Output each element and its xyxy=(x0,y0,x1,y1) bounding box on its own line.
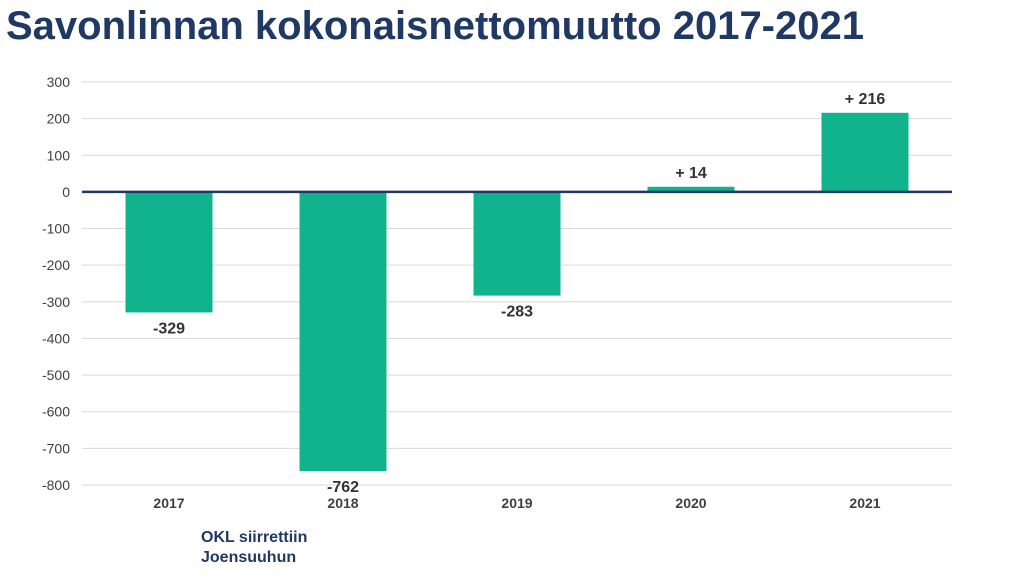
annotation-line-1: OKL siirrettiin xyxy=(201,529,308,546)
data-label: + 216 xyxy=(845,91,886,108)
x-tick-label: 2018 xyxy=(327,495,358,511)
bar xyxy=(299,191,387,472)
bar xyxy=(125,191,213,313)
annotation-note: OKL siirrettiin Joensuuhun xyxy=(201,528,307,568)
chart-title: Savonlinnan kokonaisnettomuutto 2017-202… xyxy=(6,4,864,48)
y-tick-label: -100 xyxy=(42,221,70,237)
y-tick-label: 300 xyxy=(47,74,71,90)
data-label: -762 xyxy=(327,479,359,496)
x-tick-label: 2017 xyxy=(153,495,184,511)
bar xyxy=(473,191,561,296)
bar xyxy=(647,186,735,192)
data-label: -283 xyxy=(501,304,533,321)
y-tick-label: -600 xyxy=(42,404,70,420)
data-label: -329 xyxy=(153,320,185,337)
x-tick-label: 2021 xyxy=(849,495,880,511)
y-tick-label: -300 xyxy=(42,294,70,310)
data-label: + 14 xyxy=(675,165,707,182)
y-tick-label: -200 xyxy=(42,257,70,273)
bar xyxy=(821,112,909,192)
y-tick-label: 200 xyxy=(47,111,71,127)
y-tick-label: -500 xyxy=(42,367,70,383)
x-tick-label: 2019 xyxy=(501,495,532,511)
y-tick-label: -700 xyxy=(42,440,70,456)
y-tick-label: 0 xyxy=(62,184,70,200)
y-tick-label: 100 xyxy=(47,147,71,163)
y-tick-label: -800 xyxy=(42,477,70,493)
y-tick-label: -400 xyxy=(42,330,70,346)
x-tick-label: 2020 xyxy=(675,495,706,511)
annotation-line-2: Joensuuhun xyxy=(201,549,297,566)
